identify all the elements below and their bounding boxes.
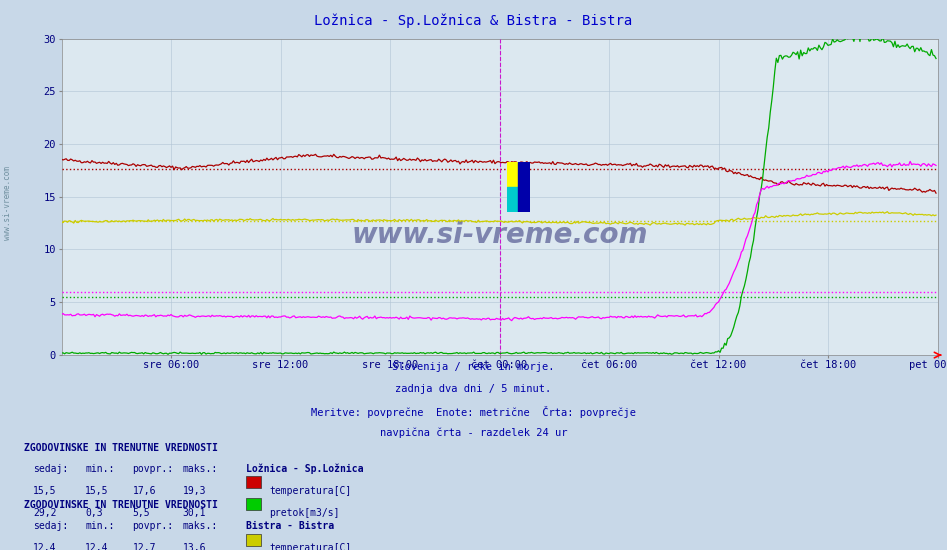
Text: 12,4: 12,4 bbox=[33, 543, 57, 550]
Text: 0,3: 0,3 bbox=[85, 508, 103, 518]
Text: 15,5: 15,5 bbox=[33, 486, 57, 496]
Bar bbox=[519, 162, 530, 212]
Text: maks.:: maks.: bbox=[183, 521, 218, 531]
Text: Slovenija / reke in morje.: Slovenija / reke in morje. bbox=[392, 362, 555, 372]
Text: Ložnica - Sp.Ložnica & Bistra - Bistra: Ložnica - Sp.Ložnica & Bistra - Bistra bbox=[314, 14, 633, 28]
Text: 19,3: 19,3 bbox=[183, 486, 206, 496]
Text: 30,1: 30,1 bbox=[183, 508, 206, 518]
Text: 17,6: 17,6 bbox=[133, 486, 156, 496]
Text: Meritve: povprečne  Enote: metrične  Črta: povprečje: Meritve: povprečne Enote: metrične Črta:… bbox=[311, 406, 636, 418]
Text: maks.:: maks.: bbox=[183, 464, 218, 474]
Text: 12,7: 12,7 bbox=[133, 543, 156, 550]
Text: 13,6: 13,6 bbox=[183, 543, 206, 550]
Text: 12,4: 12,4 bbox=[85, 543, 109, 550]
Text: 29,2: 29,2 bbox=[33, 508, 57, 518]
Text: min.:: min.: bbox=[85, 464, 115, 474]
Text: zadnja dva dni / 5 minut.: zadnja dva dni / 5 minut. bbox=[396, 384, 551, 394]
Text: povpr.:: povpr.: bbox=[133, 464, 173, 474]
Text: temperatura[C]: temperatura[C] bbox=[269, 543, 351, 550]
Text: pretok[m3/s]: pretok[m3/s] bbox=[269, 508, 339, 518]
Text: www.si-vreme.com: www.si-vreme.com bbox=[351, 221, 648, 249]
Text: Bistra - Bistra: Bistra - Bistra bbox=[246, 521, 334, 531]
Text: Ložnica - Sp.Ložnica: Ložnica - Sp.Ložnica bbox=[246, 464, 364, 474]
Text: 15,5: 15,5 bbox=[85, 486, 109, 496]
Bar bbox=[507, 162, 519, 187]
Bar bbox=[507, 187, 519, 212]
Text: navpična črta - razdelek 24 ur: navpična črta - razdelek 24 ur bbox=[380, 428, 567, 438]
Text: www.si-vreme.com: www.si-vreme.com bbox=[3, 167, 12, 240]
Text: ZGODOVINSKE IN TRENUTNE VREDNOSTI: ZGODOVINSKE IN TRENUTNE VREDNOSTI bbox=[24, 500, 218, 510]
Text: sedaj:: sedaj: bbox=[33, 521, 68, 531]
Text: min.:: min.: bbox=[85, 521, 115, 531]
Text: temperatura[C]: temperatura[C] bbox=[269, 486, 351, 496]
Text: sedaj:: sedaj: bbox=[33, 464, 68, 474]
Text: 5,5: 5,5 bbox=[133, 508, 151, 518]
Text: ZGODOVINSKE IN TRENUTNE VREDNOSTI: ZGODOVINSKE IN TRENUTNE VREDNOSTI bbox=[24, 443, 218, 453]
Text: povpr.:: povpr.: bbox=[133, 521, 173, 531]
